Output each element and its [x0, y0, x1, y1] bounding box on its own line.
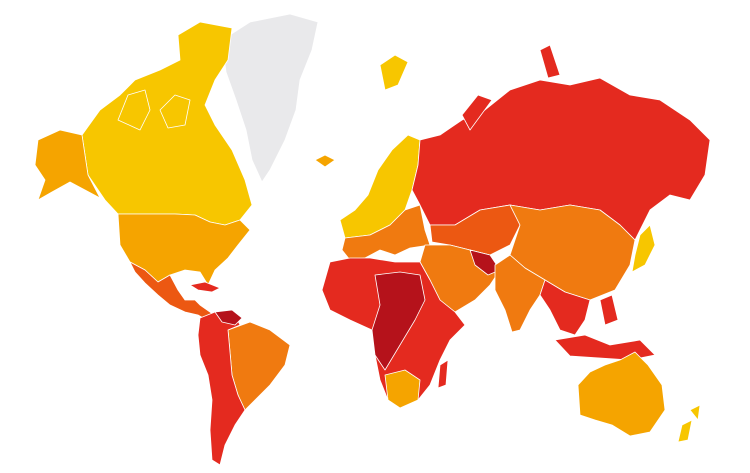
svalbard — [379, 54, 409, 91]
alaska — [34, 129, 101, 201]
madagascar — [437, 359, 449, 389]
indonesia — [554, 294, 656, 361]
venezuela — [214, 309, 243, 326]
north-europe — [339, 134, 421, 239]
greenland — [221, 13, 319, 183]
caribbean — [189, 281, 221, 293]
india — [494, 254, 546, 333]
central-africa — [371, 271, 426, 371]
central-asia — [429, 204, 521, 256]
iceland — [314, 154, 336, 168]
andes — [197, 311, 246, 466]
japan — [631, 224, 656, 273]
southern-africa — [384, 369, 421, 409]
canada-islands — [117, 89, 191, 131]
novaya-zemlya — [461, 44, 561, 131]
new-zealand — [677, 404, 701, 443]
afghanistan — [469, 249, 501, 276]
australia — [577, 351, 666, 437]
southeast-asia — [539, 279, 591, 336]
